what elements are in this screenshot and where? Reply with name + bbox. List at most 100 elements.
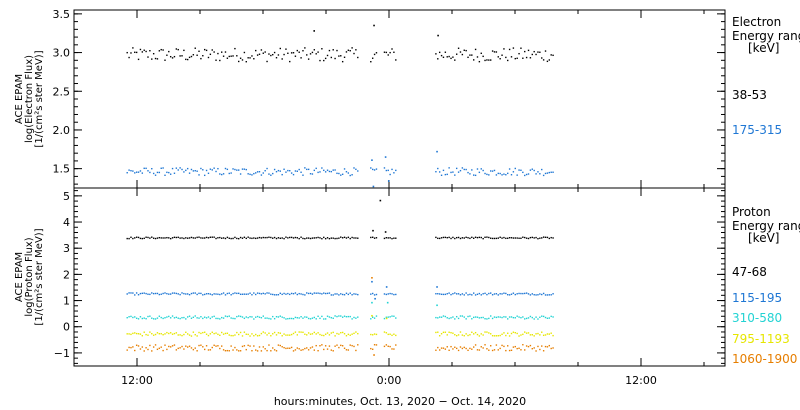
- data-point: [304, 167, 306, 169]
- data-point: [321, 344, 323, 346]
- data-point: [467, 294, 469, 296]
- data-point: [222, 333, 225, 335]
- data-point: [495, 316, 498, 319]
- data-point: [491, 317, 494, 320]
- data-point: [228, 315, 230, 317]
- data-point: [476, 168, 479, 170]
- data-point: [270, 236, 272, 239]
- series-1060-1900: [126, 277, 554, 356]
- data-point: [446, 293, 448, 295]
- data-point: [393, 333, 395, 335]
- data-point: [452, 56, 454, 58]
- data-point: [202, 169, 204, 171]
- data-point: [465, 347, 467, 350]
- data-point: [313, 49, 316, 51]
- data-point: [457, 236, 460, 239]
- data-point: [304, 294, 306, 296]
- data-point: [258, 53, 261, 55]
- data-point: [219, 236, 221, 239]
- data-point: [190, 55, 193, 58]
- data-point: [324, 345, 327, 347]
- data-point: [281, 58, 283, 60]
- data-point: [147, 315, 149, 318]
- data-point: [256, 292, 259, 294]
- data-point: [480, 316, 482, 319]
- data-point: [328, 237, 331, 240]
- data-point: [527, 237, 530, 240]
- data-point: [247, 57, 249, 59]
- data-point: [385, 51, 388, 54]
- data-point: [135, 317, 138, 319]
- data-point: [319, 333, 321, 336]
- legend-entry: 47-68: [732, 265, 767, 279]
- data-point: [340, 55, 342, 57]
- data-point: [247, 344, 249, 347]
- data-point: [448, 317, 450, 320]
- data-point: [349, 344, 351, 346]
- data-point: [522, 344, 524, 346]
- data-point: [253, 335, 255, 337]
- data-point: [508, 237, 511, 239]
- data-point: [162, 292, 164, 295]
- data-point: [353, 316, 355, 319]
- data-point: [149, 331, 151, 333]
- data-point: [313, 30, 315, 32]
- data-point: [279, 237, 281, 239]
- data-point: [313, 169, 316, 172]
- data-point: [217, 52, 219, 55]
- data-point: [234, 346, 236, 349]
- data-point: [537, 332, 539, 335]
- data-point: [345, 292, 348, 295]
- data-point: [188, 334, 191, 336]
- data-point: [251, 333, 253, 335]
- data-point: [311, 173, 314, 175]
- data-point: [196, 317, 198, 319]
- data-point: [529, 236, 532, 239]
- data-point: [535, 173, 537, 175]
- data-point: [266, 317, 268, 319]
- data-point: [272, 315, 274, 318]
- data-point: [529, 57, 532, 59]
- data-point: [311, 333, 314, 335]
- data-point: [154, 333, 157, 336]
- data-point: [476, 236, 479, 239]
- data-point: [292, 293, 295, 295]
- data-point: [497, 237, 499, 239]
- data-point: [222, 237, 225, 239]
- data-point: [372, 185, 375, 188]
- data-point: [467, 315, 469, 318]
- data-point: [353, 237, 355, 239]
- data-point: [298, 168, 300, 171]
- data-point: [160, 332, 162, 335]
- data-point: [215, 345, 217, 347]
- data-point: [552, 171, 554, 173]
- x-tick-label: 12:00: [121, 374, 153, 387]
- data-point: [442, 169, 445, 172]
- data-point: [490, 345, 492, 347]
- data-point: [395, 317, 397, 319]
- data-point: [158, 50, 161, 52]
- data-point: [306, 237, 308, 239]
- data-point: [463, 168, 465, 171]
- data-point: [168, 50, 170, 53]
- data-point: [471, 236, 473, 239]
- data-point: [508, 349, 511, 352]
- data-point: [391, 293, 393, 295]
- data-point: [215, 170, 217, 173]
- data-point: [518, 237, 520, 239]
- data-point: [529, 315, 532, 318]
- data-point: [389, 292, 391, 295]
- data-point: [444, 173, 447, 176]
- data-point: [213, 51, 215, 53]
- data-point: [190, 317, 193, 319]
- data-point: [147, 334, 149, 336]
- data-point: [446, 237, 448, 239]
- data-point: [306, 168, 308, 171]
- data-point: [307, 292, 310, 295]
- data-point: [185, 331, 187, 333]
- data-point: [518, 316, 520, 318]
- data-point: [461, 167, 464, 169]
- data-point: [156, 58, 159, 60]
- data-point: [219, 293, 221, 296]
- data-point: [262, 52, 264, 54]
